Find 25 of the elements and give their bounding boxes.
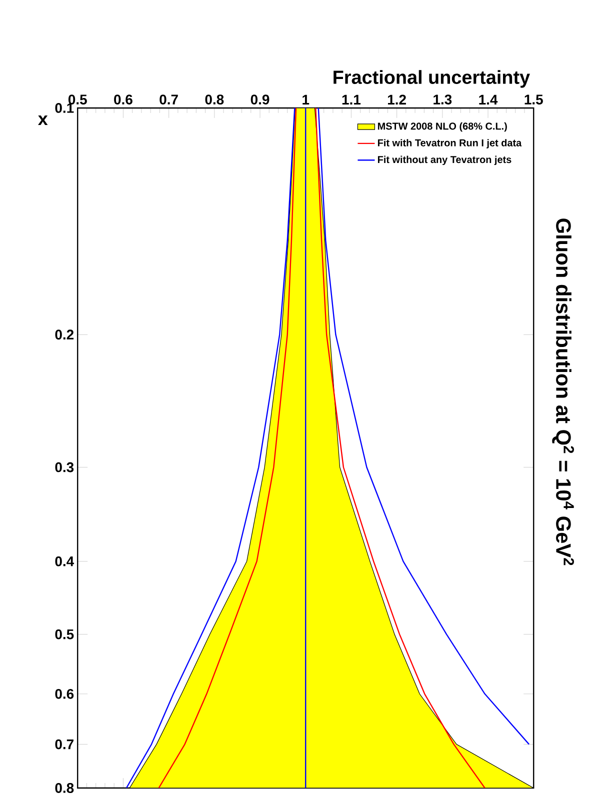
x-tick-label: 1.1 xyxy=(342,94,361,104)
text: Gluon distribution at Q$^{2}$ = 10$^{4}$ GeV$^{2}$ xyxy=(552,218,574,566)
y-tick-label: 0.3 xyxy=(55,462,74,472)
y-tick-label: 0.1 xyxy=(55,103,74,113)
x-tick-label: 1.2 xyxy=(388,94,406,104)
x-tick-label: 1 xyxy=(302,94,310,104)
x-tick-label: 0.5 xyxy=(68,94,88,104)
x-tick-label: 0.8 xyxy=(205,94,224,104)
x-tick-label: 1.4 xyxy=(479,94,498,104)
y-axis-title: x xyxy=(38,116,48,125)
x-tick-label: 1.3 xyxy=(434,94,452,104)
x-axis-title: Fractional uncertainty xyxy=(334,70,530,88)
x-tick-label: 0.9 xyxy=(251,94,270,104)
legend-label: MSTW 2008 NLO (68% C.L.) xyxy=(378,122,508,132)
legend-label: Fit without any Tevatron jets xyxy=(378,156,512,166)
x-tick-label: 0.6 xyxy=(114,94,133,104)
y-tick-label: 0.7 xyxy=(55,739,74,750)
x-tick-label: 1.5 xyxy=(524,94,544,104)
y-tick-label: 0.4 xyxy=(55,556,74,566)
y-tick-label: 0.8 xyxy=(55,783,74,793)
y-tick-label: 0.5 xyxy=(55,629,74,640)
y-tick-label: 0.2 xyxy=(55,330,74,340)
y-tick-label: 0.6 xyxy=(55,688,74,699)
x-tick-label: 0.7 xyxy=(160,94,178,104)
legend-label: Fit with Tevatron Run I jet data xyxy=(378,139,522,148)
